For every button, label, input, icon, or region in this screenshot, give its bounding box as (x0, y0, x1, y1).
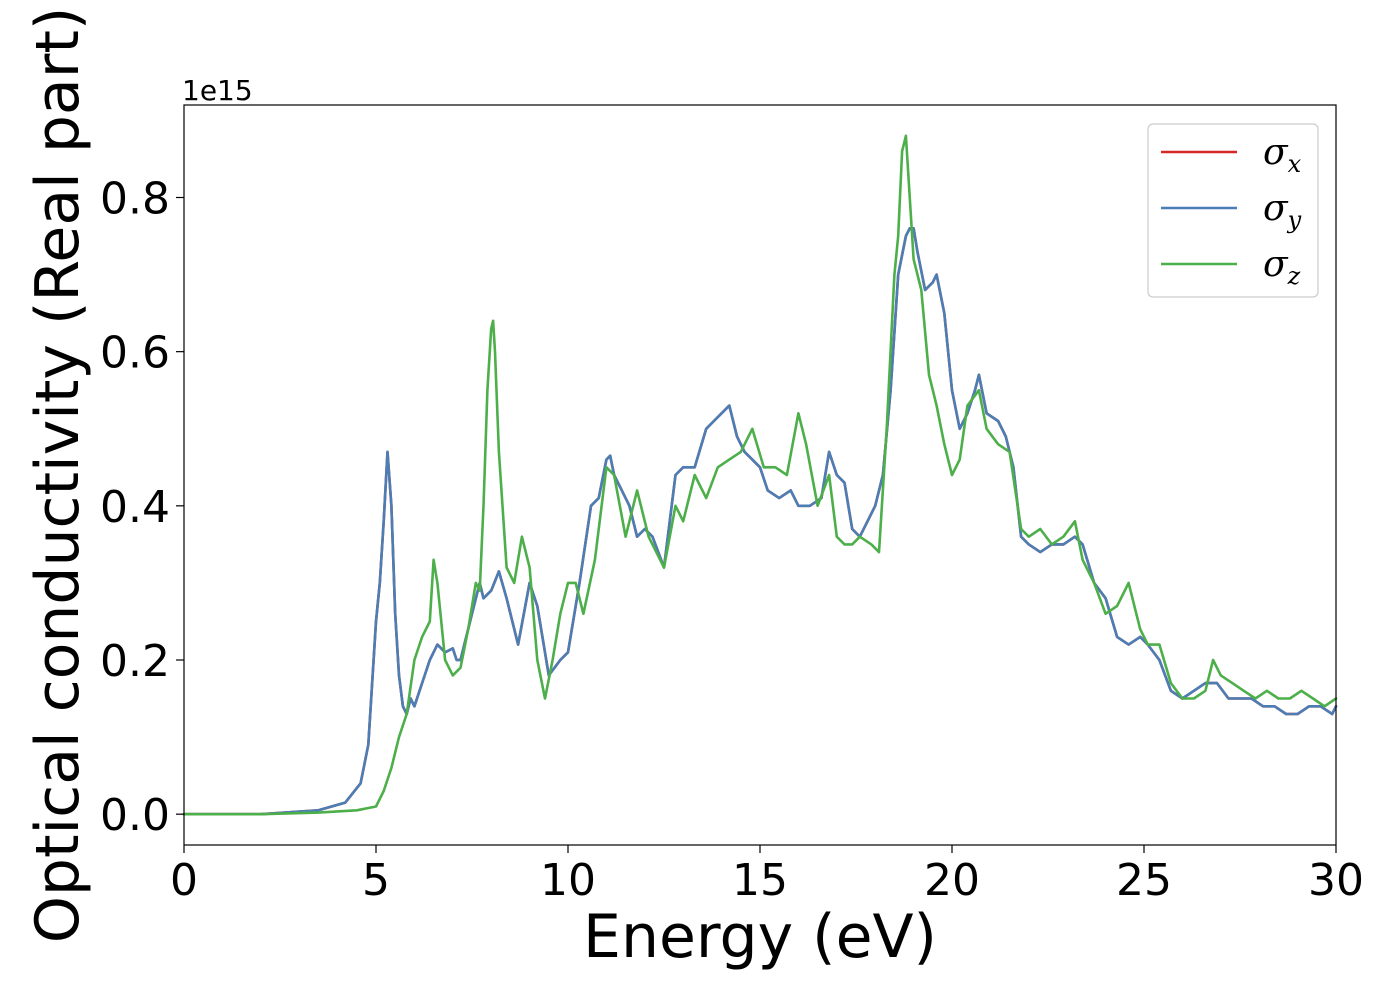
legend: σx σy σz (1147, 123, 1319, 298)
y-axis-ticks: 0.0 0.2 0.4 0.6 0.8 (100, 174, 184, 841)
y-tick-label: 0.0 (100, 790, 170, 841)
x-tick-label: 30 (1308, 855, 1364, 906)
x-tick-label: 10 (540, 855, 596, 906)
y-offset-text: 1e15 (182, 74, 253, 107)
y-axis-title: Optical conductivity (Real part) (23, 7, 93, 944)
x-axis-title: Energy (eV) (583, 902, 937, 972)
x-tick-label: 20 (924, 855, 980, 906)
x-tick-label: 0 (170, 855, 198, 906)
legend-frame (1147, 123, 1319, 298)
x-tick-label: 25 (1116, 855, 1172, 906)
legend-label: σx (1263, 132, 1302, 178)
series-line-2 (182, 227, 1338, 816)
y-tick-label: 0.8 (100, 174, 170, 225)
x-axis-ticks: 0 5 10 15 20 25 30 (170, 845, 1364, 906)
series-line-3 (182, 134, 1338, 816)
x-tick-label: 5 (362, 855, 390, 906)
legend-label: σy (1263, 188, 1302, 234)
series-lines (182, 134, 1338, 816)
x-tick-label: 15 (732, 855, 788, 906)
y-tick-label: 0.4 (100, 482, 170, 533)
legend-label: σz (1263, 244, 1301, 290)
legend-items: σx σy σz (1161, 132, 1302, 290)
y-tick-label: 0.6 (100, 328, 170, 379)
y-tick-label: 0.2 (100, 636, 170, 687)
